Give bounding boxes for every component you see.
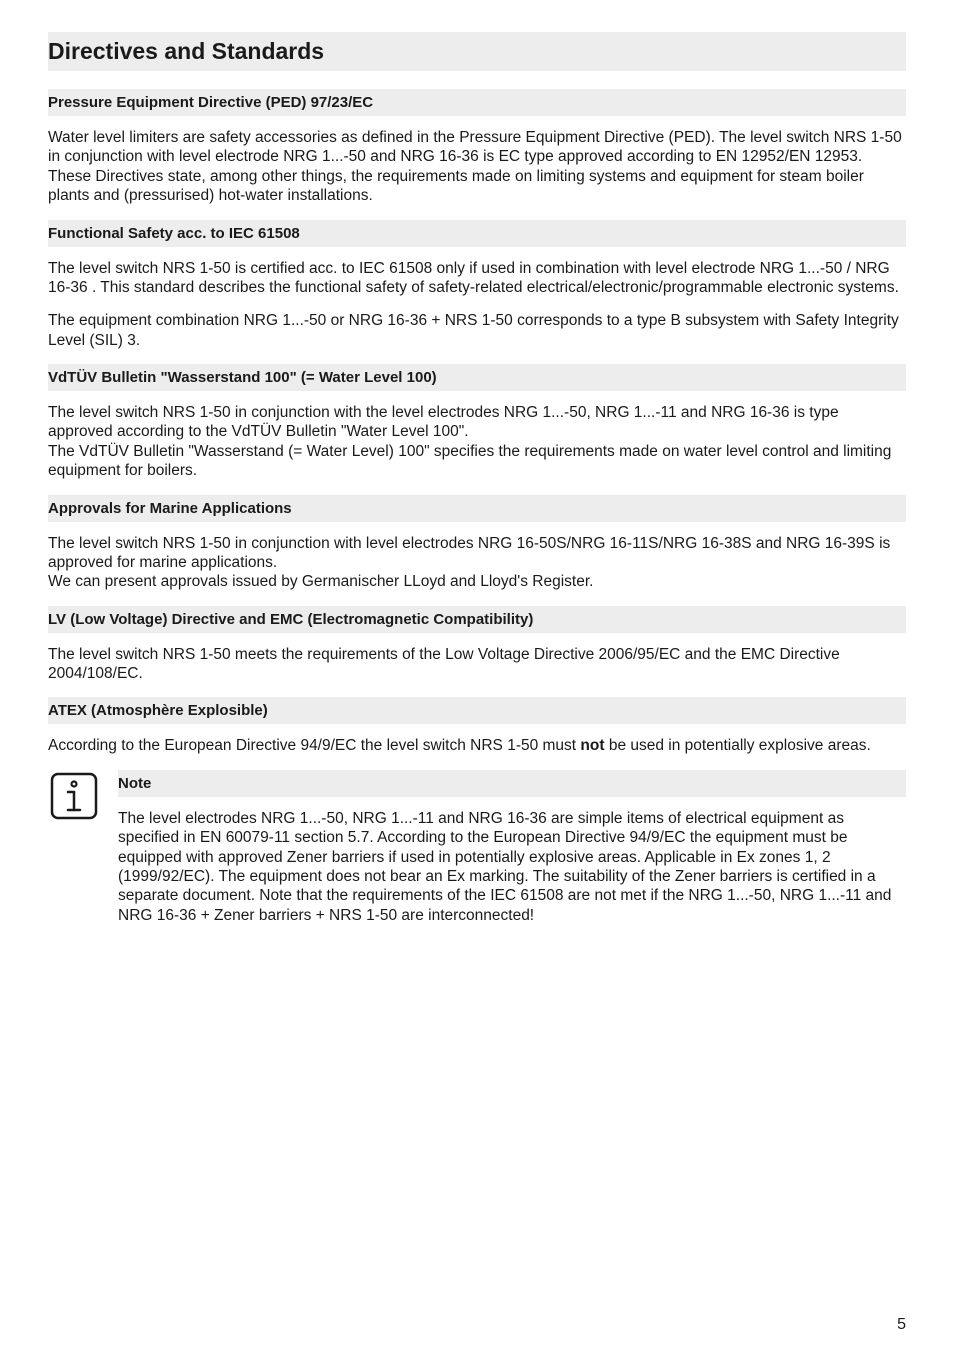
atex-text-after: be used in potentially explosive areas. [605,737,871,754]
section-heading-vdtuv: VdTÜV Bulletin "Wasserstand 100" (= Wate… [48,364,906,391]
info-icon [48,770,100,822]
section-paragraph: The level switch NRS 1-50 in conjunction… [48,403,906,481]
note-paragraph: The level electrodes NRG 1...-50, NRG 1.… [118,809,906,925]
section-heading-marine: Approvals for Marine Applications [48,495,906,522]
atex-paragraph: According to the European Directive 94/9… [48,736,906,755]
section-paragraph: The level switch NRS 1-50 in conjunction… [48,534,906,592]
section-heading-lv-emc: LV (Low Voltage) Directive and EMC (Elec… [48,606,906,633]
section-heading-ped: Pressure Equipment Directive (PED) 97/23… [48,89,906,116]
section-paragraph: The level switch NRS 1-50 is certified a… [48,259,906,298]
section-paragraph: Water level limiters are safety accessor… [48,128,906,206]
atex-bold-word: not [580,737,604,754]
note-heading: Note [118,770,906,797]
section-paragraph: The equipment combination NRG 1...-50 or… [48,311,906,350]
atex-text-before: According to the European Directive 94/9… [48,737,580,754]
note-row: Note The level electrodes NRG 1...-50, N… [48,770,906,939]
main-heading: Directives and Standards [48,32,906,71]
page-number: 5 [897,1316,906,1334]
note-content: Note The level electrodes NRG 1...-50, N… [118,770,906,939]
section-heading-atex: ATEX (Atmosphère Explosible) [48,697,906,724]
section-paragraph: The level switch NRS 1-50 meets the requ… [48,645,906,684]
section-heading-functional-safety: Functional Safety acc. to IEC 61508 [48,220,906,247]
